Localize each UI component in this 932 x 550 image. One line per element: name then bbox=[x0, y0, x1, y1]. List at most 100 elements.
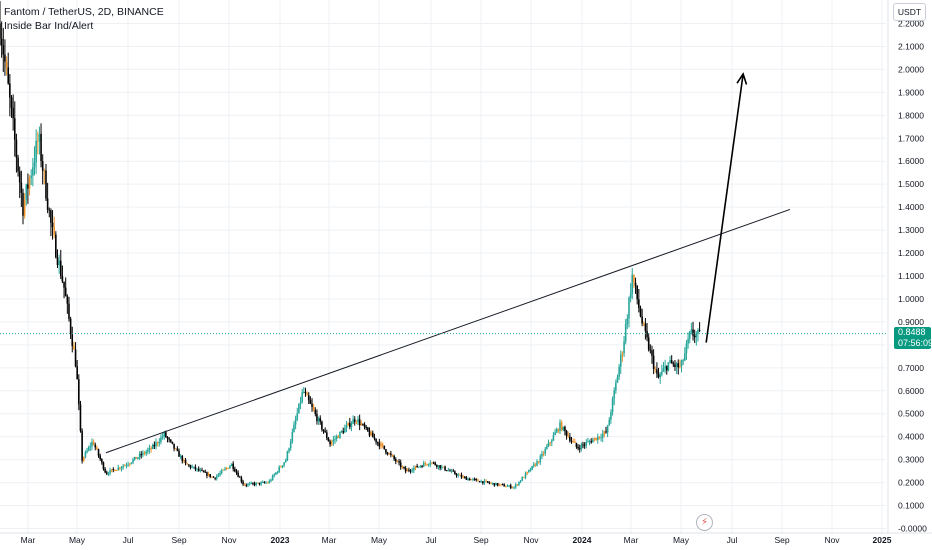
candle-body bbox=[110, 469, 113, 471]
candle-body bbox=[97, 449, 100, 456]
candle-body bbox=[266, 482, 269, 484]
candle-body bbox=[411, 470, 414, 472]
candle-body bbox=[560, 422, 563, 431]
candle-body bbox=[649, 349, 652, 351]
candle-body bbox=[51, 222, 54, 228]
candle-body bbox=[368, 431, 371, 436]
candle-body bbox=[503, 484, 505, 487]
last-price-label: 0.8488 07:56:09 bbox=[894, 327, 932, 349]
candle-body bbox=[634, 282, 637, 286]
candle-body bbox=[426, 463, 428, 465]
candle-body bbox=[399, 462, 402, 468]
candle-body bbox=[270, 480, 272, 481]
candle-body bbox=[291, 431, 294, 442]
candle-body bbox=[45, 170, 47, 199]
candle-body bbox=[64, 287, 67, 297]
candle-body bbox=[672, 363, 675, 365]
candle-body bbox=[687, 338, 689, 344]
candle-body bbox=[454, 471, 456, 475]
candle-body bbox=[485, 480, 487, 482]
candle-body bbox=[212, 476, 215, 478]
flash-icon[interactable]: ⚡ bbox=[696, 514, 713, 531]
candle-body bbox=[665, 366, 668, 371]
projection-arrow[interactable] bbox=[705, 73, 744, 343]
candle-body bbox=[573, 441, 576, 443]
candle-body bbox=[552, 435, 555, 441]
candle-body bbox=[349, 422, 351, 427]
candle-body bbox=[188, 464, 190, 466]
candle-body bbox=[309, 400, 312, 404]
candle-body bbox=[179, 456, 182, 457]
candle-body bbox=[260, 482, 262, 485]
candle-body bbox=[171, 441, 174, 444]
candle-body bbox=[22, 192, 24, 216]
x-tick-label: Sep bbox=[774, 535, 789, 545]
candle-body bbox=[468, 478, 471, 481]
candle-body bbox=[362, 424, 364, 425]
candle-body bbox=[220, 470, 223, 474]
candle-body bbox=[230, 463, 233, 467]
candle-body bbox=[680, 360, 683, 367]
candle-body bbox=[303, 392, 305, 393]
candle-body bbox=[572, 441, 574, 442]
candle-body bbox=[79, 404, 82, 431]
y-tick-label: 1.9000 bbox=[898, 87, 924, 97]
candle-body bbox=[577, 446, 579, 449]
candle-body bbox=[281, 465, 284, 467]
candle-body bbox=[684, 353, 686, 361]
candle-body bbox=[99, 455, 101, 460]
indicator-label[interactable]: Inside Bar Ind/Alert bbox=[4, 20, 94, 32]
candle-body bbox=[437, 465, 440, 467]
candle-body bbox=[662, 368, 665, 372]
candle-body bbox=[519, 480, 522, 482]
candle-body bbox=[204, 472, 207, 473]
candle-body bbox=[624, 323, 627, 342]
candles bbox=[0, 1, 701, 490]
candle-body bbox=[263, 482, 266, 483]
candle-body bbox=[340, 431, 343, 433]
trendline[interactable] bbox=[105, 208, 791, 454]
y-tick-label: 0.4000 bbox=[898, 432, 924, 442]
candle-body bbox=[286, 451, 289, 461]
candle-body bbox=[53, 227, 55, 235]
x-tick-label: 2023 bbox=[271, 535, 290, 545]
candle-body bbox=[178, 450, 180, 457]
candle-body bbox=[86, 450, 88, 453]
candle-body bbox=[403, 466, 405, 469]
time-axis[interactable]: Mar May Jul Sep Nov 2023 Mar May Jul Sep Nov 2024 Ma… bbox=[0, 532, 932, 545]
candle-body bbox=[234, 468, 236, 472]
candle-body bbox=[105, 472, 108, 474]
candle-body bbox=[275, 472, 277, 475]
candle-body bbox=[603, 431, 606, 435]
candle-body bbox=[398, 461, 400, 463]
candle-body bbox=[542, 453, 545, 455]
candle-body bbox=[138, 454, 141, 458]
candle-body bbox=[595, 437, 597, 441]
candle-body bbox=[529, 469, 532, 471]
candle-body bbox=[457, 474, 459, 476]
candle-body bbox=[209, 474, 212, 477]
candle-body bbox=[69, 318, 72, 334]
x-tick-label: 2024 bbox=[573, 535, 592, 545]
candle-body bbox=[408, 469, 410, 471]
candle-body bbox=[15, 139, 18, 158]
candle-body bbox=[363, 424, 366, 428]
candle-body bbox=[169, 439, 172, 442]
candle-body bbox=[436, 465, 438, 467]
price-axis[interactable]: -0.0000 0.1000 0.2000 0.3000 0.4000 0.5000 0.6… bbox=[887, 0, 927, 534]
candle-body bbox=[664, 366, 666, 369]
candle-body bbox=[516, 484, 519, 486]
x-tick-label: Mar bbox=[624, 535, 639, 545]
currency-badge[interactable]: USDT bbox=[893, 3, 926, 21]
candle-body bbox=[289, 441, 292, 449]
candle-body bbox=[38, 133, 41, 142]
candle-body bbox=[206, 472, 208, 476]
candle-body bbox=[119, 467, 121, 469]
x-tick-label: Jul bbox=[123, 535, 134, 545]
candle-body bbox=[174, 448, 177, 450]
candle-body bbox=[505, 486, 507, 488]
candle-body bbox=[514, 484, 517, 488]
candle-body bbox=[84, 452, 87, 458]
candle-body bbox=[679, 366, 681, 368]
